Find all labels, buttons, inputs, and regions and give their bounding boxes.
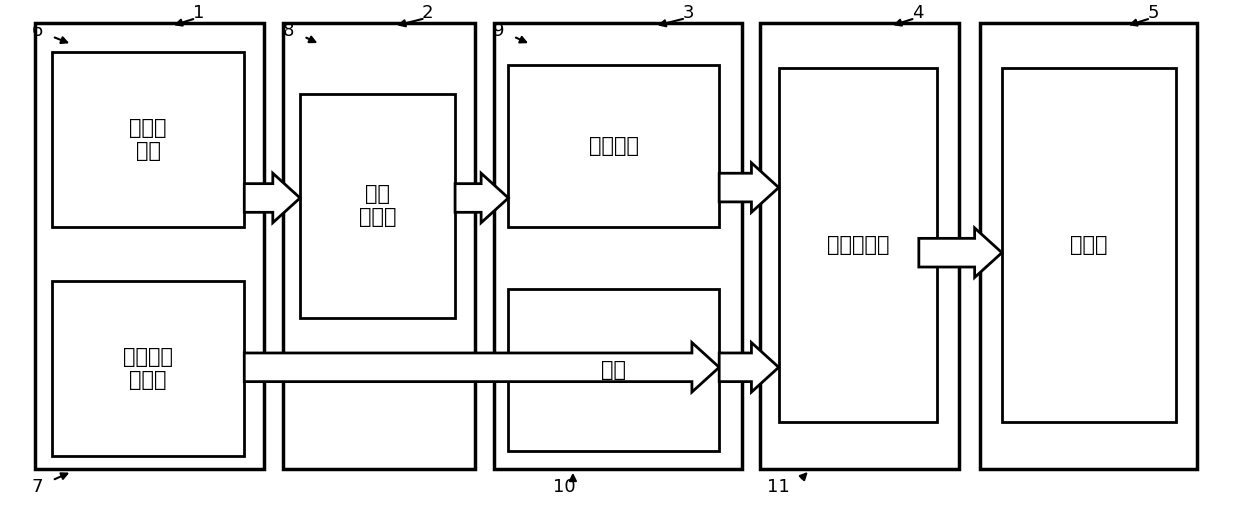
Bar <box>980 23 1197 469</box>
Bar <box>52 281 244 456</box>
Text: 11: 11 <box>768 478 790 496</box>
Bar <box>760 23 959 469</box>
Text: 10: 10 <box>553 478 575 496</box>
Text: 9: 9 <box>492 22 505 40</box>
Text: 冷端温度
传感器: 冷端温度 传感器 <box>123 347 174 390</box>
Text: 5: 5 <box>1147 4 1159 22</box>
Bar <box>52 52 244 227</box>
Bar <box>779 68 937 422</box>
Bar <box>283 23 475 469</box>
Text: 热电偶
阵列: 热电偶 阵列 <box>129 118 167 161</box>
Text: 8: 8 <box>283 22 295 40</box>
Text: 放大滤波: 放大滤波 <box>589 136 639 156</box>
Text: 6: 6 <box>31 22 43 40</box>
Text: 4: 4 <box>911 4 924 22</box>
Bar <box>300 94 455 318</box>
Text: 计算机: 计算机 <box>1070 235 1107 255</box>
Text: 2: 2 <box>422 4 434 22</box>
Bar <box>35 23 264 469</box>
Text: 数据
选择器: 数据 选择器 <box>358 184 397 227</box>
Bar <box>494 23 742 469</box>
Text: 7: 7 <box>31 478 43 496</box>
Polygon shape <box>919 228 1002 277</box>
Text: 1: 1 <box>192 4 205 22</box>
Bar <box>508 289 719 451</box>
Polygon shape <box>244 343 719 392</box>
Polygon shape <box>244 173 300 223</box>
Bar <box>508 65 719 227</box>
Text: 数据采集卡: 数据采集卡 <box>827 235 889 255</box>
Text: 放大: 放大 <box>601 360 626 380</box>
Polygon shape <box>719 343 779 392</box>
Polygon shape <box>719 163 779 213</box>
Text: 3: 3 <box>682 4 694 22</box>
Polygon shape <box>455 173 508 223</box>
Bar <box>1002 68 1176 422</box>
